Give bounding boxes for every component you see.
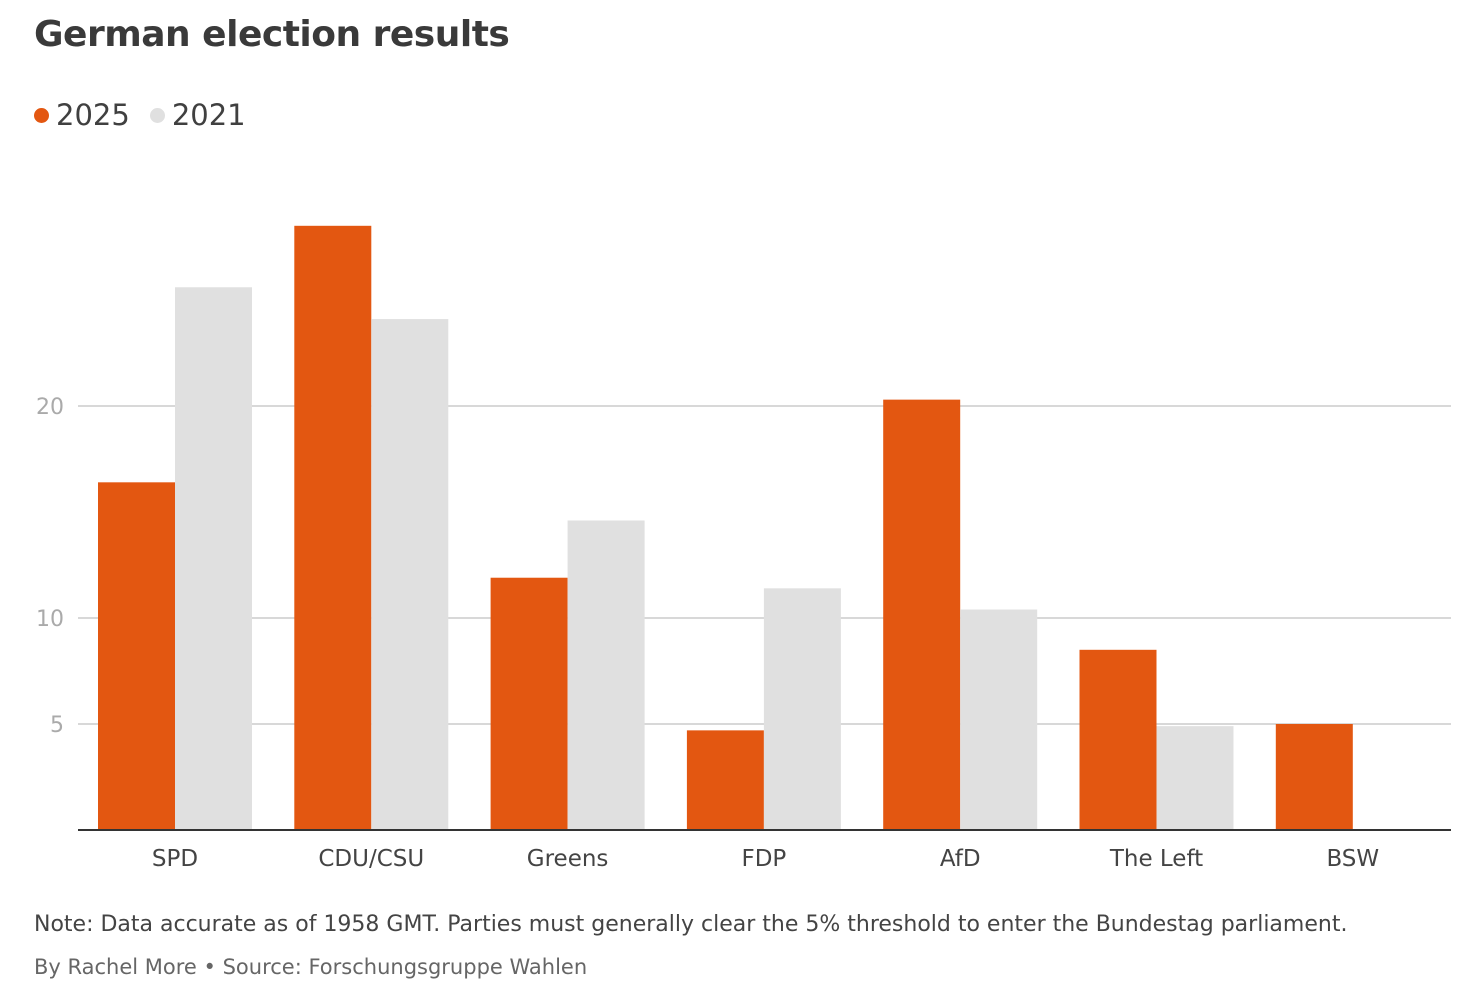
bar-2021-the-left <box>1156 726 1234 830</box>
legend-label-2025: 2025 <box>56 98 130 132</box>
legend-swatch-2025 <box>34 107 49 123</box>
x-tick-label-fdp: FDP <box>741 846 786 872</box>
legend-item-2021: 2021 <box>149 98 246 132</box>
bar-2025-bsw <box>1275 724 1353 830</box>
bar-2025-spd <box>98 482 175 830</box>
bar-2025-cdu-csu <box>294 225 372 831</box>
x-tick-label-bsw: BSW <box>1326 846 1379 872</box>
y-tick-label-10: 10 <box>36 607 64 632</box>
y-tick-label-5: 5 <box>50 713 64 738</box>
legend-label-2021: 2021 <box>171 98 246 132</box>
bar-2021-greens <box>567 520 645 830</box>
bar-2021-spd <box>175 287 252 830</box>
chart-note: Note: Data accurate as of 1958 GMT. Part… <box>34 912 1348 937</box>
bar-2025-afd <box>883 399 961 830</box>
legend-item-2025: 2025 <box>34 98 130 132</box>
bar-2025-fdp <box>686 730 764 830</box>
chart-title: German election results <box>34 14 510 55</box>
bar-2025-greens <box>490 577 568 830</box>
chart-source: By Rachel More • Source: Forschungsgrupp… <box>34 955 588 979</box>
bar-chart: 5 10 20 SPD CDU/CSU Greens FDP AfD The Left BSW <box>36 225 1451 872</box>
x-tick-label-cdu-csu: CDU/CSU <box>318 846 424 872</box>
x-tick-label-the-left: The Left <box>1109 846 1203 872</box>
x-tick-label-spd: SPD <box>152 846 198 872</box>
bar-2021-fdp <box>763 588 841 830</box>
legend: 2025 2021 <box>34 98 266 132</box>
legend-swatch-2021 <box>149 107 165 123</box>
bar-2025-the-left <box>1079 649 1157 830</box>
y-tick-label-20: 20 <box>36 395 64 420</box>
bar-2021-cdu-csu <box>371 319 449 830</box>
x-tick-label-greens: Greens <box>527 846 609 872</box>
x-tick-label-afd: AfD <box>940 846 981 872</box>
bar-2021-afd <box>960 609 1038 830</box>
